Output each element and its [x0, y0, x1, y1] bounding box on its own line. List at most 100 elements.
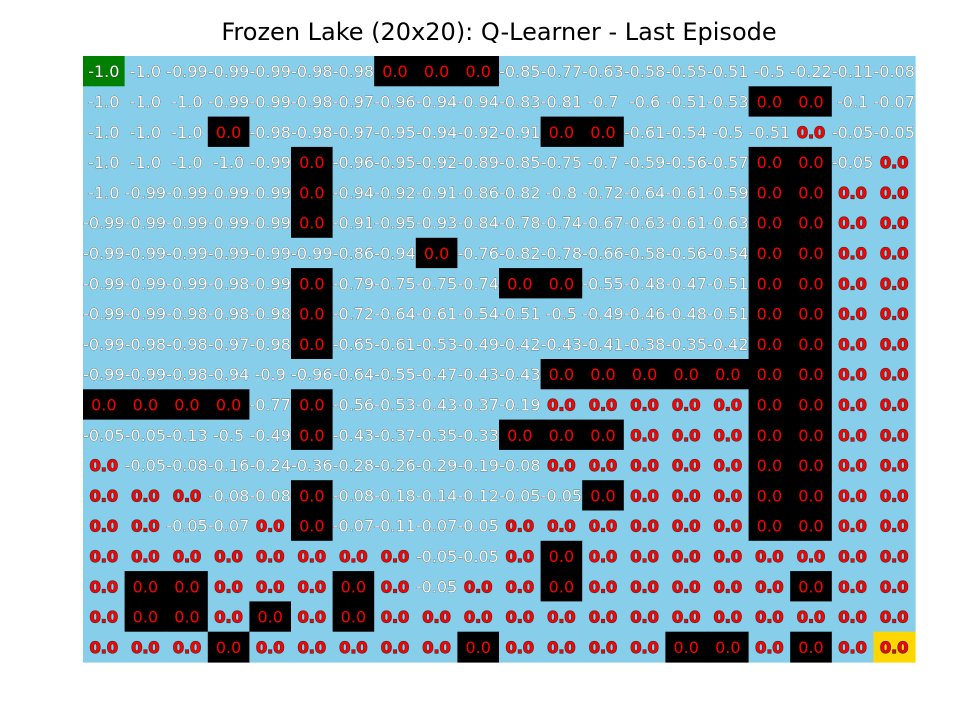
- hole-cell: [415, 56, 458, 87]
- ice-cell: [707, 419, 750, 451]
- cell-value-label: 0.0: [880, 456, 908, 475]
- cell-value-label: -0.99: [249, 244, 290, 263]
- cell-value-label: 0.0: [672, 395, 700, 414]
- ice-cell: [207, 328, 250, 360]
- ice-cell: [374, 359, 417, 390]
- cell-value-label: 0.0: [838, 335, 866, 354]
- hole-cell: [374, 56, 417, 87]
- hole-cell: [790, 389, 833, 421]
- hole-cell: [748, 268, 791, 299]
- ice-cell: [831, 389, 874, 421]
- cell-value-label: 0.0: [298, 638, 326, 657]
- ice-cell: [124, 480, 167, 512]
- hole-cell: [790, 207, 833, 239]
- hole-cell: [457, 56, 500, 87]
- cell-value-label: -0.99: [249, 62, 290, 81]
- ice-cell: [831, 571, 874, 602]
- ice-cell: [707, 237, 750, 269]
- ice-cell: [499, 480, 542, 512]
- cell-value-label: -0.55: [665, 62, 706, 81]
- cell-value-label: -0.99: [83, 305, 124, 324]
- ice-cell: [623, 510, 666, 542]
- ice-cell: [374, 419, 417, 451]
- ice-cell: [374, 116, 417, 148]
- ice-cell: [332, 389, 375, 421]
- cell-value-label: 0.0: [90, 638, 118, 657]
- hole-cell: [499, 419, 542, 451]
- ice-cell: [415, 328, 458, 360]
- cell-value-label: 0.0: [630, 395, 658, 414]
- cell-value-label: -0.94: [333, 183, 374, 202]
- cell-value-label: 0.0: [838, 456, 866, 475]
- cell-value-label: -0.58: [624, 62, 665, 81]
- cell-value-label: 0.0: [630, 426, 658, 445]
- cell-value-label: -0.77: [249, 395, 290, 414]
- cell-value-label: 0.0: [798, 214, 823, 233]
- ice-cell: [207, 480, 250, 512]
- ice-cell: [665, 177, 708, 209]
- cell-value-label: -0.14: [416, 486, 457, 505]
- cell-value-label: -0.51: [749, 123, 790, 142]
- ice-cell: [582, 328, 625, 360]
- cell-value-label: -0.46: [624, 305, 665, 324]
- ice-cell: [623, 601, 666, 633]
- ice-cell: [415, 419, 458, 451]
- ice-cell: [83, 207, 126, 239]
- cell-value-label: 0.0: [299, 183, 324, 202]
- cell-value-label: -0.51: [707, 62, 748, 81]
- ice-cell: [291, 116, 334, 148]
- cell-value-label: -0.78: [499, 214, 540, 233]
- cell-value-label: -0.84: [457, 214, 498, 233]
- ice-cell: [540, 177, 583, 209]
- cell-value-label: 0.0: [90, 608, 118, 627]
- cell-value-label: 0.0: [506, 608, 534, 627]
- hole-cell: [207, 116, 250, 148]
- hole-cell: [291, 146, 334, 178]
- cell-value-label: 0.0: [547, 608, 575, 627]
- cell-value-label: -0.13: [166, 426, 207, 445]
- ice-cell: [249, 268, 292, 299]
- ice-cell: [457, 480, 500, 512]
- cell-value-label: 0.0: [299, 214, 324, 233]
- cell-value-label: -0.54: [707, 244, 748, 263]
- cell-value-label: -0.99: [249, 214, 290, 233]
- hole-cell: [207, 631, 250, 663]
- cell-value-label: 0.0: [507, 274, 532, 293]
- hole-cell: [748, 328, 791, 360]
- ice-cell: [540, 449, 583, 481]
- ice-cell: [623, 237, 666, 269]
- ice-cell: [374, 237, 417, 269]
- cell-value-label: 0.0: [672, 608, 700, 627]
- hole-cell: [540, 540, 583, 572]
- cell-value-label: -0.65: [333, 335, 374, 354]
- cell-value-label: 0.0: [90, 547, 118, 566]
- ice-cell: [707, 116, 750, 148]
- cell-value-label: -0.99: [125, 244, 166, 263]
- cell-value-label: -0.26: [374, 456, 415, 475]
- cell-value-label: -0.05: [416, 547, 457, 566]
- ice-cell: [374, 571, 417, 602]
- cell-value-label: -0.07: [208, 517, 249, 536]
- ice-cell: [707, 146, 750, 178]
- cell-value-label: 0.0: [549, 274, 574, 293]
- ice-cell: [499, 298, 542, 330]
- cell-value-label: 0.0: [838, 395, 866, 414]
- hole-cell: [457, 631, 500, 663]
- cell-value-label: -0.99: [125, 274, 166, 293]
- ice-cell: [166, 177, 209, 209]
- cell-value-label: 0.0: [838, 365, 866, 384]
- cell-value-label: -0.95: [374, 153, 415, 172]
- ice-cell: [623, 177, 666, 209]
- cell-value-label: 0.0: [630, 486, 658, 505]
- cell-value-label: 0.0: [298, 547, 326, 566]
- cell-value-label: -0.82: [499, 244, 540, 263]
- cell-value-label: 0.0: [299, 153, 324, 172]
- ice-cell: [249, 237, 292, 269]
- ice-cell: [582, 207, 625, 239]
- cell-value-label: 0.0: [798, 365, 823, 384]
- ice-cell: [582, 389, 625, 421]
- cell-value-label: -0.75: [374, 274, 415, 293]
- ice-cell: [332, 328, 375, 360]
- ice-cell: [166, 268, 209, 299]
